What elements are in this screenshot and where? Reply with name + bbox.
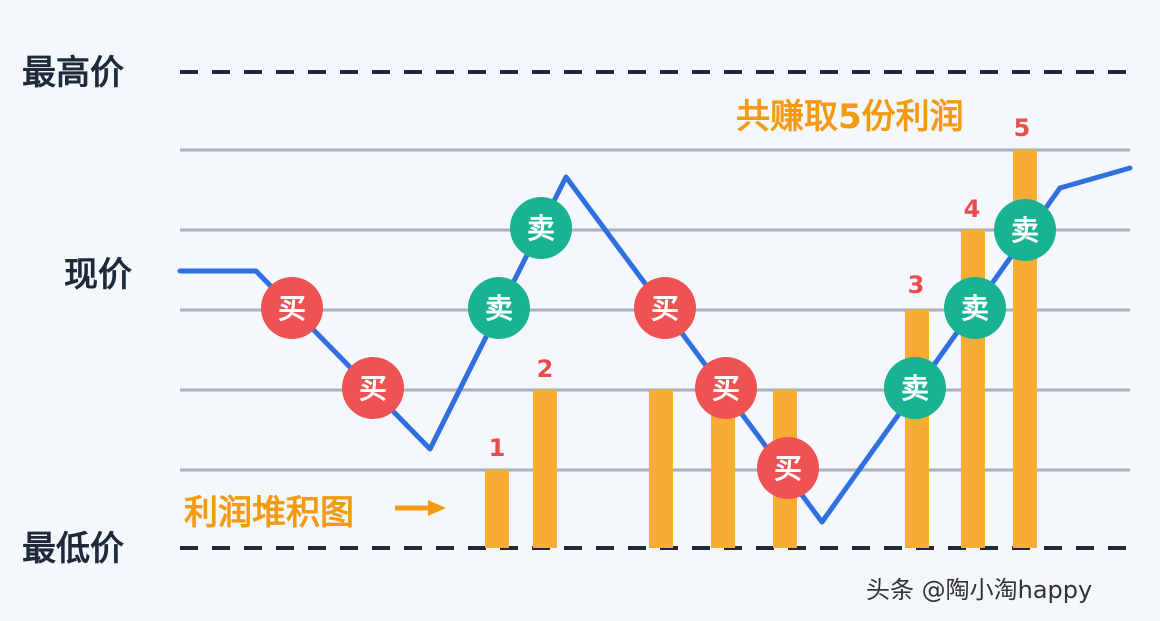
current-price-label: 现价 (64, 255, 132, 295)
buy-marker-5: 买 (634, 277, 696, 339)
buy-marker-7: 买 (757, 437, 819, 499)
sell-marker-label: 卖 (1011, 214, 1039, 247)
sell-marker-circle (944, 277, 1006, 339)
sell-marker-8: 卖 (884, 357, 946, 419)
sell-marker-circle (884, 357, 946, 419)
sell-marker-4: 卖 (510, 197, 572, 259)
profit-title: 共赚取5份利润 (736, 97, 964, 137)
lowest-price-label: 最低价 (22, 529, 124, 569)
profit-bar-3 (649, 390, 673, 548)
buy-marker-circle (634, 277, 696, 339)
bar-number-5: 5 (1014, 114, 1031, 142)
profit-stack-label: 利润堆积图 (184, 493, 354, 533)
buy-marker-6: 买 (695, 357, 757, 419)
buy-marker-circle (757, 437, 819, 499)
profit-bars (485, 150, 1037, 548)
watermark: 头条 @陶小淘happy (866, 576, 1092, 604)
sell-marker-3: 卖 (468, 277, 530, 339)
profit-bar-6 (905, 310, 929, 548)
sell-marker-label: 卖 (961, 292, 989, 325)
bar-number-3: 3 (908, 271, 925, 299)
buy-marker-2: 买 (342, 357, 404, 419)
buy-marker-circle (261, 277, 323, 339)
bar-number-2: 2 (537, 355, 554, 383)
sell-marker-circle (510, 197, 572, 259)
buy-marker-circle (695, 357, 757, 419)
buy-marker-label: 买 (278, 292, 306, 325)
buy-marker-circle (342, 357, 404, 419)
buy-marker-label: 买 (774, 452, 802, 485)
profit-bar-2 (533, 390, 557, 548)
sell-marker-10: 卖 (994, 199, 1056, 261)
bar-number-4: 4 (964, 195, 981, 223)
buy-marker-label: 买 (359, 372, 387, 405)
bar-number-1: 1 (489, 434, 506, 462)
right-arrow-icon (395, 500, 446, 516)
buy-marker-1: 买 (261, 277, 323, 339)
sell-marker-circle (468, 277, 530, 339)
profit-bar-1 (485, 470, 509, 548)
sell-marker-label: 卖 (527, 212, 555, 245)
sell-marker-circle (994, 199, 1056, 261)
buy-marker-label: 买 (651, 292, 679, 325)
buy-marker-label: 买 (712, 372, 740, 405)
highest-price-label: 最高价 (22, 53, 124, 93)
price-line (177, 165, 1133, 525)
sell-marker-9: 卖 (944, 277, 1006, 339)
sell-marker-label: 卖 (485, 292, 513, 325)
sell-marker-label: 卖 (901, 372, 929, 405)
